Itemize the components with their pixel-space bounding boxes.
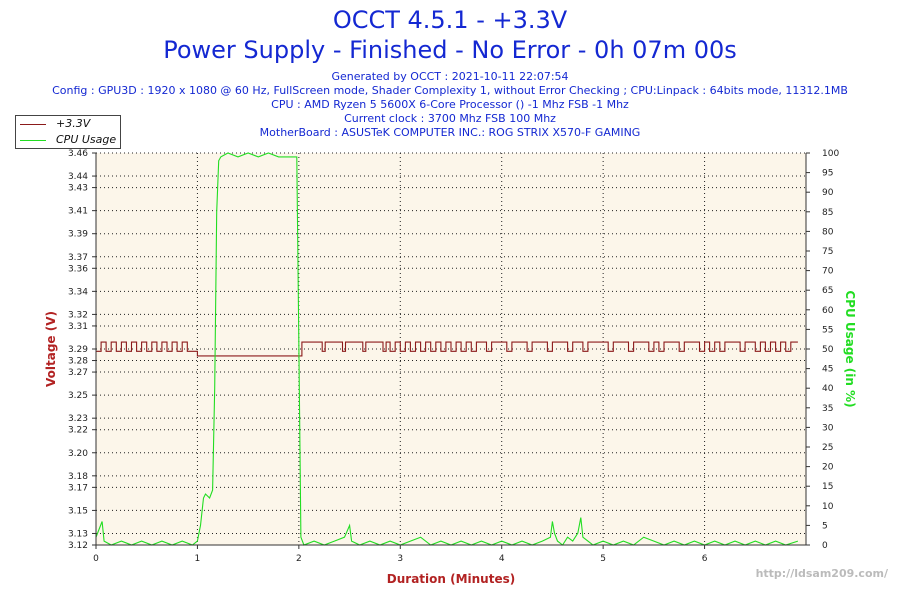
y2-tick-label: 55 (822, 325, 833, 335)
y-tick-label: 3.27 (68, 368, 88, 378)
motherboard-line: MotherBoard : ASUSTeK COMPUTER INC.: ROG… (259, 126, 641, 139)
legend-label-cpu: CPU Usage (56, 133, 117, 146)
y-tick-label: 3.25 (68, 391, 88, 401)
y-tick-label: 3.13 (68, 529, 88, 539)
y-tick-label: 3.39 (68, 230, 88, 240)
y-tick-label: 3.37 (68, 253, 88, 263)
y-tick-label: 3.44 (68, 172, 88, 182)
y-tick-label: 3.36 (68, 264, 88, 274)
x-tick-label: 6 (702, 554, 708, 564)
y-axis-title: Voltage (V) (44, 311, 58, 387)
legend-label-voltage: +3.3V (56, 117, 91, 130)
y2-tick-label: 10 (822, 502, 834, 512)
x-tick-label: 2 (296, 554, 302, 564)
y2-tick-label: 70 (822, 267, 834, 277)
x-axis-title: Duration (Minutes) (387, 572, 515, 586)
y2-tick-label: 65 (822, 286, 833, 296)
legend-item-voltage: +3.3V (20, 117, 90, 131)
y-tick-label: 3.17 (68, 483, 88, 493)
y2-tick-label: 40 (822, 384, 834, 394)
y2-tick-label: 85 (822, 208, 833, 218)
clock-line: Current clock : 3700 Mhz FSB 100 Mhz (344, 112, 556, 125)
generated-line: Generated by OCCT : 2021-10-11 22:07:54 (331, 70, 569, 83)
y2-tick-label: 15 (822, 482, 833, 492)
y-tick-label: 3.32 (68, 310, 88, 320)
y-tick-label: 3.20 (68, 449, 88, 459)
x-tick-label: 1 (195, 554, 201, 564)
y2-tick-label: 75 (822, 247, 833, 257)
y2-tick-label: 5 (822, 521, 828, 531)
y2-tick-label: 80 (822, 227, 834, 237)
y2-tick-label: 25 (822, 443, 833, 453)
y2-tick-label: 50 (822, 345, 834, 355)
y2-tick-label: 0 (822, 541, 828, 551)
series-line-voltage (96, 341, 798, 357)
y-tick-label: 3.15 (68, 506, 88, 516)
y-tick-label: 3.43 (68, 184, 88, 194)
chart-subtitle: Power Supply - Finished - No Error - 0h … (163, 36, 737, 64)
y2-tick-label: 45 (822, 365, 833, 375)
y2-tick-label: 35 (822, 404, 833, 414)
y-tick-label: 3.31 (68, 322, 88, 332)
y-tick-label: 3.28 (68, 357, 88, 367)
series-line-cpu (95, 152, 799, 546)
y-tick-label: 3.29 (68, 345, 88, 355)
x-tick-label: 0 (93, 554, 99, 564)
x-tick-label: 3 (397, 554, 403, 564)
chart-title: OCCT 4.5.1 - +3.3V (332, 6, 568, 34)
y-tick-label: 3.23 (68, 414, 88, 424)
y2-tick-label: 90 (822, 188, 834, 198)
y-tick-label: 3.34 (68, 287, 88, 297)
cpu-line: CPU : AMD Ryzen 5 5600X 6-Core Processor… (271, 98, 629, 111)
config-line: Config : GPU3D : 1920 x 1080 @ 60 Hz, Fu… (52, 84, 848, 97)
chart-legend: +3.3V CPU Usage (15, 115, 121, 149)
y-tick-label: 3.41 (68, 207, 88, 217)
watermark: http://ldsam209.com/ (755, 567, 888, 580)
y-tick-label: 3.12 (68, 541, 88, 551)
y-tick-label: 3.18 (68, 472, 88, 482)
y2-tick-label: 20 (822, 463, 834, 473)
y2-tick-label: 95 (822, 169, 833, 179)
y2-axis-title: CPU Usage (in %) (843, 290, 857, 407)
y2-tick-label: 100 (822, 149, 839, 159)
y-tick-label: 3.46 (68, 149, 88, 159)
y2-tick-label: 30 (822, 423, 834, 433)
legend-item-cpu: CPU Usage (20, 133, 116, 147)
y-tick-label: 3.22 (68, 426, 88, 436)
legend-swatch-voltage (20, 123, 46, 125)
x-tick-label: 5 (600, 554, 606, 564)
y2-tick-label: 60 (822, 306, 834, 316)
legend-swatch-cpu (20, 139, 46, 141)
x-tick-label: 4 (499, 554, 505, 564)
